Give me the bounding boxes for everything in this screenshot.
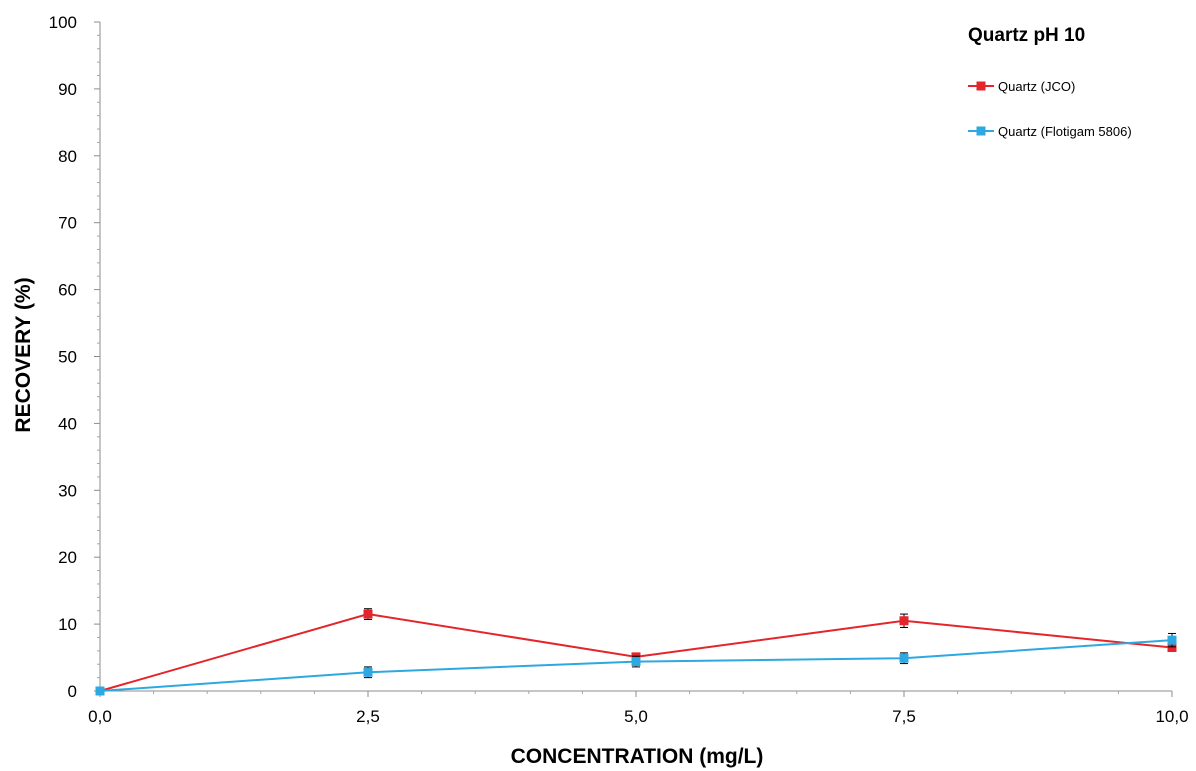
legend-marker xyxy=(976,126,986,136)
y-tick-label: 70 xyxy=(58,214,77,233)
series-0 xyxy=(95,608,1177,696)
y-tick-label: 20 xyxy=(58,548,77,567)
series-1 xyxy=(95,632,1177,696)
data-point xyxy=(631,657,641,667)
data-point xyxy=(363,667,373,677)
x-tick-label: 7,5 xyxy=(892,707,916,726)
data-point xyxy=(363,609,373,619)
data-point xyxy=(899,653,909,663)
x-tick-label: 5,0 xyxy=(624,707,648,726)
x-tick-label: 10,0 xyxy=(1155,707,1188,726)
x-tick-label: 2,5 xyxy=(356,707,380,726)
y-tick-label: 0 xyxy=(68,682,77,701)
data-point xyxy=(95,686,105,696)
ticks: 0 10 20 30 40 50 60 70 80 90 100 0,0 2,5 5,0 7,5 10,0 xyxy=(49,13,1189,726)
legend-entry: Quartz (Flotigam 5806) xyxy=(968,124,1132,139)
legend: Quartz pH 10 Quartz (JCO) Quartz (Flotiga… xyxy=(968,25,1132,139)
y-tick-label: 50 xyxy=(58,348,77,367)
axes xyxy=(99,22,1172,692)
y-tick-label: 30 xyxy=(58,481,77,500)
y-axis-title: RECOVERY (%) xyxy=(12,277,35,432)
chart-title: Quartz pH 10 xyxy=(968,25,1085,46)
y-tick-label: 80 xyxy=(58,147,77,166)
data-point xyxy=(899,616,909,626)
legend-entry: Quartz (JCO) xyxy=(968,79,1075,94)
legend-marker xyxy=(976,81,986,91)
y-tick-label: 90 xyxy=(58,80,77,99)
data-point xyxy=(1167,643,1177,653)
y-tick-label: 60 xyxy=(58,281,77,300)
series-layer xyxy=(95,608,1177,696)
x-tick-label: 0,0 xyxy=(88,707,112,726)
legend-label: Quartz (JCO) xyxy=(998,79,1075,94)
data-point xyxy=(1167,635,1177,645)
y-tick-label: 100 xyxy=(49,13,77,32)
legend-label: Quartz (Flotigam 5806) xyxy=(998,124,1132,139)
x-axis-title: CONCENTRATION (mg/L) xyxy=(511,745,764,768)
y-tick-label: 10 xyxy=(58,615,77,634)
y-tick-label: 40 xyxy=(58,414,77,433)
